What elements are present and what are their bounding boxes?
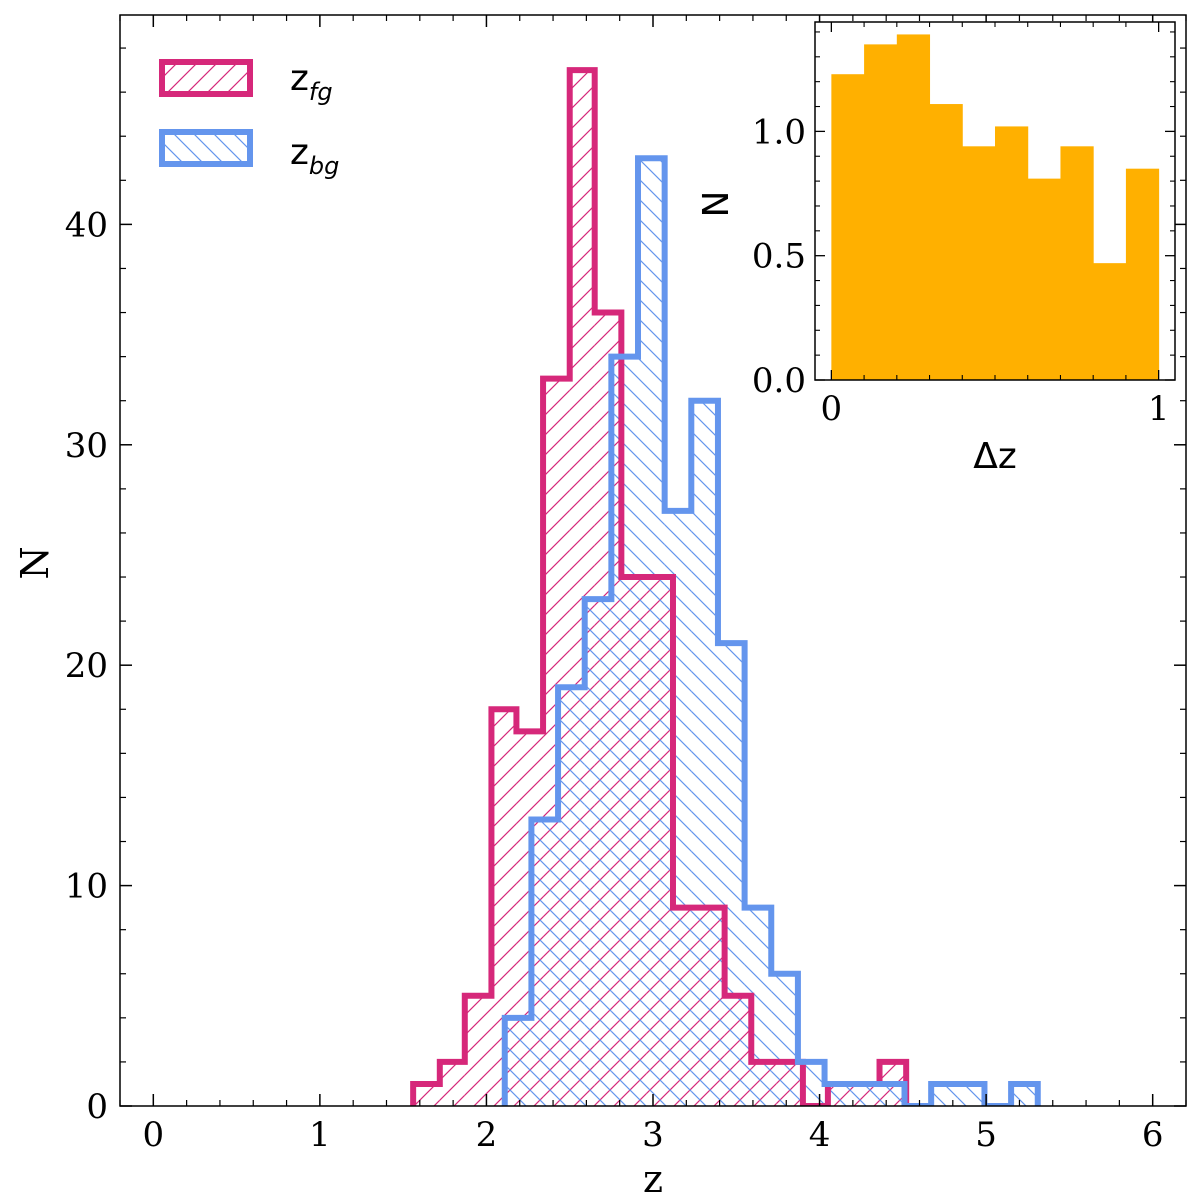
x-tick-label: 0 [142, 1115, 164, 1155]
main-y-tick-labels: 0 10 20 30 40 [65, 205, 108, 1127]
bar-bg-19 [1011, 1083, 1038, 1106]
bar-bg-7 [691, 400, 718, 1106]
x-tick-label: 5 [975, 1115, 997, 1155]
legend-label-fg: zfg [290, 58, 333, 106]
inset-y-tick-labels: 0.0 0.5 1.0 [752, 112, 806, 401]
inset-bar-2 [896, 34, 931, 380]
bar-fg-0 [413, 1083, 440, 1106]
inset-ticks [815, 22, 1175, 381]
bar-bg-1 [531, 819, 559, 1106]
legend-label-bg: zbg [290, 132, 339, 180]
inset-x-tick-label: 1 [1148, 389, 1170, 429]
bar-bg-5 [638, 158, 665, 1106]
legend-label-fg-main: z [290, 58, 309, 99]
y-tick-label: 10 [65, 867, 108, 907]
y-tick-label: 20 [65, 646, 108, 686]
x-tick-label: 2 [476, 1115, 498, 1155]
legend-entry-fg: zfg [159, 58, 333, 106]
x-tick-label: 3 [642, 1115, 664, 1155]
y-tick-label: 0 [86, 1087, 108, 1127]
bar-bg-12 [824, 1083, 852, 1106]
bar-bg-4 [611, 356, 639, 1106]
legend-label-fg-sub: fg [309, 78, 333, 106]
bar-bg-0 [504, 1017, 532, 1106]
bar-bg-10 [771, 973, 798, 1106]
main-x-tick-labels: 0 1 2 3 4 5 6 [142, 1115, 1163, 1155]
bar-fg-1 [439, 1061, 465, 1106]
hatch-fills [413, 70, 1038, 1106]
inset-bar-1 [864, 44, 898, 380]
bar-bg-17 [957, 1083, 985, 1106]
legend-swatch-fg [159, 59, 253, 97]
inset-x-tick-label: 0 [821, 389, 843, 429]
bar-bg-16 [931, 1083, 958, 1106]
legend-swatch-bg [159, 129, 253, 167]
legend: zfg zbg [159, 58, 339, 180]
main-x-axis-title: z [643, 1157, 663, 1200]
bar-bg-14 [877, 1083, 905, 1106]
histogram-outlines [410, 67, 1041, 1106]
inset-y-axis-title: N [696, 191, 737, 218]
bar-bg-2 [558, 687, 585, 1106]
legend-label-bg-main: z [290, 132, 309, 173]
inset-bar-8 [1093, 263, 1127, 380]
x-tick-label: 1 [309, 1115, 331, 1155]
main-y-axis-title: N [13, 546, 57, 579]
bar-bg-13 [851, 1083, 878, 1106]
series-outline-fg [410, 67, 910, 1106]
inset-bar-3 [929, 104, 963, 380]
inset-x-axis-title: Δz [973, 436, 1017, 477]
inset-bar-6 [1027, 178, 1061, 380]
series-outline-bg [501, 155, 1041, 1106]
inset-bar-5 [995, 126, 1029, 380]
x-tick-label: 4 [809, 1115, 831, 1155]
inset-bar-4 [962, 146, 996, 380]
inset-y-tick-label: 0.5 [752, 237, 806, 277]
y-tick-label: 40 [65, 205, 108, 245]
inset-bars [831, 34, 1160, 380]
bar-fg-2 [464, 995, 492, 1106]
inset-y-tick-label: 1.0 [752, 112, 806, 152]
x-tick-label: 6 [1142, 1115, 1164, 1155]
inset-bar-9 [1125, 168, 1160, 380]
legend-label-bg-sub: bg [309, 152, 339, 180]
main-ticks [119, 15, 1187, 1107]
y-tick-label: 30 [65, 426, 108, 466]
inset-bar-0 [831, 74, 865, 380]
inset-y-tick-label: 0.0 [752, 361, 806, 401]
bar-bg-6 [664, 510, 692, 1106]
bar-bg-8 [717, 643, 745, 1106]
bar-bg-3 [584, 599, 612, 1106]
inset-bar-7 [1060, 146, 1094, 380]
legend-entry-bg: zbg [159, 129, 339, 180]
